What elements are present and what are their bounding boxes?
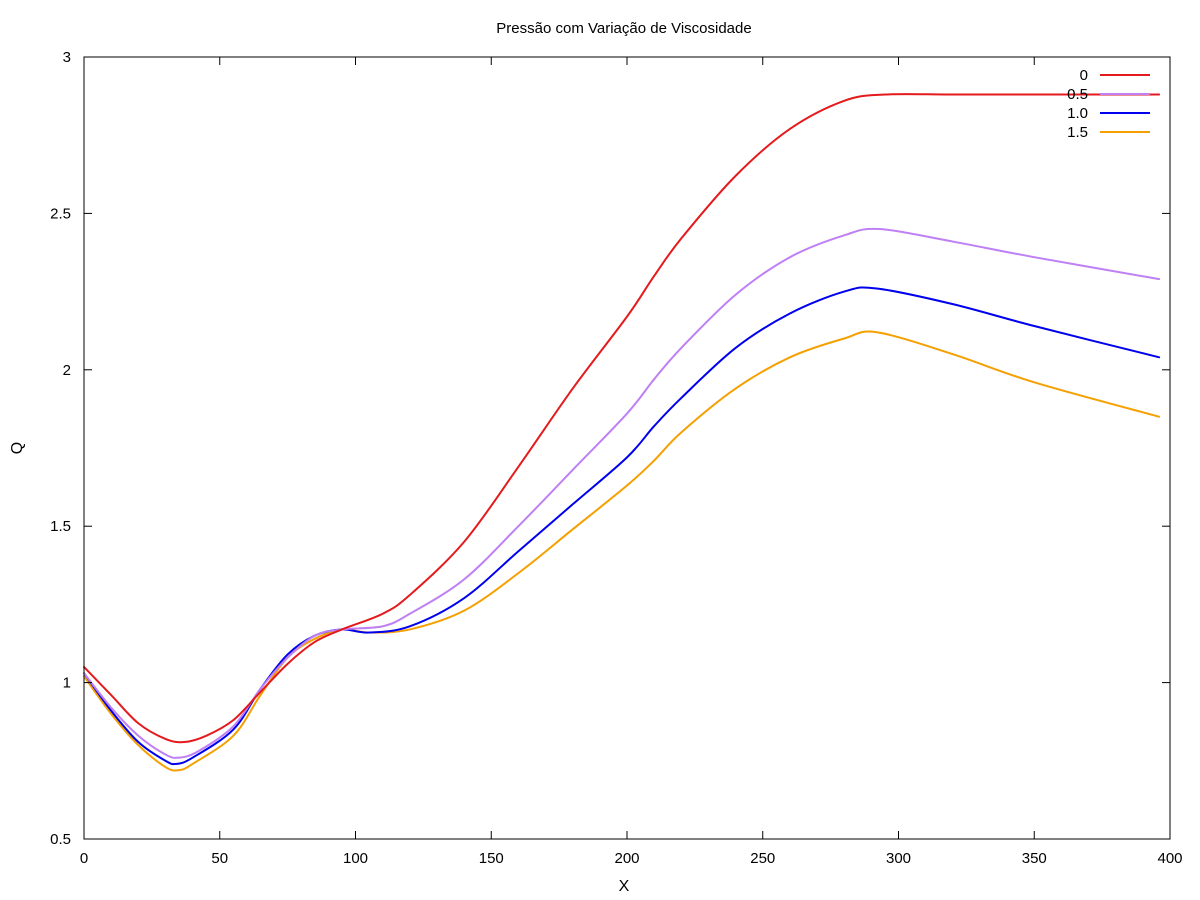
x-tick-label: 0 [80,850,88,867]
legend-label: 1.0 [1067,105,1088,122]
x-tick-label: 200 [614,850,639,867]
legend-label: 0 [1080,67,1088,84]
x-tick-label: 150 [479,850,504,867]
series-layer [83,93,1161,772]
series-line-0-5 [83,227,1161,759]
x-tick-label: 50 [211,850,228,867]
series-line-1-5 [83,330,1161,772]
x-tick-label: 300 [886,850,911,867]
y-tick-label: 0.5 [50,831,71,848]
legend-label: 1.5 [1067,124,1088,141]
y-axis-label: Q [9,442,26,454]
y-tick-label: 3 [63,49,71,66]
legend: 0 0.5 1.0 1.5 [1067,67,1150,141]
x-tick-label: 250 [750,850,775,867]
x-tick-label: 400 [1157,850,1182,867]
chart-title: Pressão com Variação de Viscosidade [496,20,751,37]
y-tick-label: 2.5 [50,205,71,222]
x-axis-label: X [619,878,630,895]
series-line-0 [83,93,1161,744]
x-tick-label: 100 [343,850,368,867]
ticks-layer: 0 50 100 150 200 250 300 350 400 0.5 1 1.5 2 2.5 3 [50,49,1182,867]
legend-label: 0.5 [1067,86,1088,103]
series-line-1-0 [83,286,1161,766]
y-tick-label: 1 [63,675,71,692]
x-tick-label: 350 [1022,850,1047,867]
plot-frame [83,56,1171,840]
y-tick-label: 2 [63,362,71,379]
y-tick-label: 1.5 [50,518,71,535]
